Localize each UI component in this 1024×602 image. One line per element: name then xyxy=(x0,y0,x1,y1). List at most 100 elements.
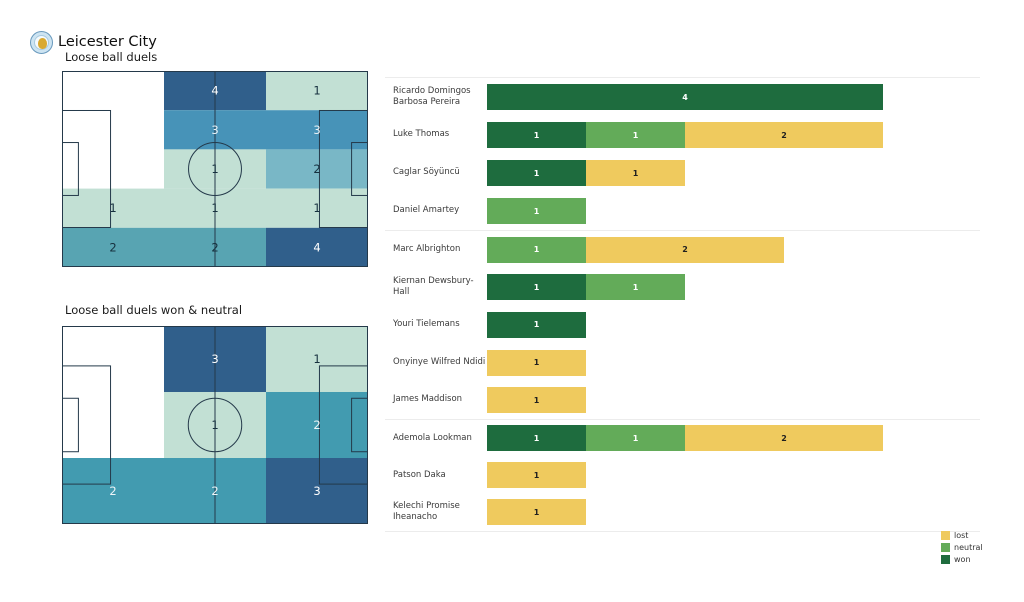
player-row: Ademola Lookman 1 1 2 xyxy=(385,420,980,457)
pitch-heatmap-won-neutral: 3 1 1 2 2 2 3 xyxy=(62,326,368,524)
player-bar: 1 1 2 xyxy=(487,122,883,148)
segment-value: 1 xyxy=(533,168,540,178)
player-row: Ricardo Domingos Barbosa Pereira 4 xyxy=(385,78,980,116)
bar-segment-lost: 1 xyxy=(586,160,685,186)
legend-item-won: won xyxy=(941,555,983,564)
segment-value: 1 xyxy=(533,433,540,443)
pitch-marking xyxy=(62,397,79,453)
segment-value: 1 xyxy=(533,358,540,368)
zone-count: 1 xyxy=(211,418,218,432)
player-bar: 1 xyxy=(487,462,586,489)
player-name: Kelechi Promise Iheanacho xyxy=(393,501,460,523)
bar-segment-neutral: 1 xyxy=(586,425,685,452)
heat-zone xyxy=(266,149,368,189)
player-row: Kiernan Dewsbury-Hall 1 1 xyxy=(385,269,980,307)
legend-label: won xyxy=(954,554,971,564)
legend-label: neutral xyxy=(954,542,983,552)
player-row: Onyinye Wilfred Ndidi 1 xyxy=(385,344,980,382)
player-name: Daniel Amartey xyxy=(393,205,460,216)
player-name: Marc Albrighton xyxy=(393,244,461,255)
legend-swatch-lost xyxy=(941,531,950,540)
heat-zone xyxy=(62,227,164,267)
player-group: Marc Albrighton 1 2 Kiernan Dewsbury-Hall 1 1… xyxy=(385,230,980,419)
bar-segment-lost: 1 xyxy=(487,499,586,526)
zone-count: 2 xyxy=(109,484,116,498)
heat-zone xyxy=(266,227,368,267)
pitch-marking xyxy=(351,397,368,453)
player-bar: 1 xyxy=(487,499,586,526)
zone-count: 2 xyxy=(313,418,320,432)
segment-value: 2 xyxy=(781,130,787,140)
zone-count: 2 xyxy=(211,484,218,498)
bar-segment-neutral: 1 xyxy=(487,236,586,263)
pitch-marking xyxy=(187,397,243,453)
bar-segment-lost: 2 xyxy=(685,122,883,148)
bar-segment-lost: 1 xyxy=(487,387,586,414)
bar-segment-neutral: 1 xyxy=(586,274,685,301)
heat-zone xyxy=(266,326,368,392)
bar-segment-won: 1 xyxy=(487,425,586,452)
player-bar: 4 xyxy=(487,84,883,110)
team-title: Leicester City xyxy=(58,34,157,50)
segment-value: 1 xyxy=(533,507,540,517)
segment-value: 2 xyxy=(682,245,688,255)
player-name: Caglar Söyüncü xyxy=(393,167,460,178)
player-row: Daniel Amartey 1 xyxy=(385,192,980,230)
segment-value: 2 xyxy=(781,433,787,443)
zone-count: 1 xyxy=(211,162,218,176)
bar-segment-neutral: 1 xyxy=(586,122,685,148)
zone-count: 4 xyxy=(211,84,218,98)
legend-item-neutral: neutral xyxy=(941,543,983,552)
player-name: Ricardo Domingos Barbosa Pereira xyxy=(393,85,471,107)
heat-zone xyxy=(266,71,368,111)
bar-segment-lost: 1 xyxy=(487,349,586,376)
pitch-marking xyxy=(188,142,242,196)
bar-segment-won: 1 xyxy=(487,122,586,148)
bar-segment-lost: 2 xyxy=(586,236,784,263)
player-bar: 1 1 2 xyxy=(487,425,883,452)
zone-count: 1 xyxy=(313,352,320,366)
pitch-map-duels-title: Loose ball duels xyxy=(65,50,158,64)
zone-count: 4 xyxy=(313,240,320,254)
heat-zone xyxy=(266,458,368,524)
pitch-marking xyxy=(351,142,368,196)
segment-value: 1 xyxy=(533,130,540,140)
zone-count: 1 xyxy=(313,84,320,98)
bar-segment-won: 4 xyxy=(487,84,883,110)
heat-zone xyxy=(62,458,164,524)
zone-count: 3 xyxy=(313,484,320,498)
zone-count: 1 xyxy=(211,201,218,215)
legend-swatch-neutral xyxy=(941,543,950,552)
pitch-heatmap-duels: 4 1 3 3 1 2 1 1 1 2 2 4 xyxy=(62,71,368,267)
fox-head-icon xyxy=(38,38,47,49)
player-bar: 1 xyxy=(487,311,586,338)
heat-zone xyxy=(266,110,368,150)
legend-swatch-won xyxy=(941,555,950,564)
player-name: Luke Thomas xyxy=(393,129,450,140)
segment-value: 4 xyxy=(682,92,688,102)
zone-count: 3 xyxy=(313,123,320,137)
heat-zone xyxy=(62,188,164,228)
zone-count: 3 xyxy=(211,352,218,366)
player-bar: 1 xyxy=(487,387,586,414)
segment-value: 1 xyxy=(533,282,540,292)
player-name: James Maddison xyxy=(393,394,463,405)
legend-label: lost xyxy=(954,530,969,540)
zone-count: 1 xyxy=(313,201,320,215)
player-name: Patson Daka xyxy=(393,469,446,480)
segment-value: 1 xyxy=(632,130,639,140)
segment-value: 1 xyxy=(533,245,540,255)
team-badge-icon xyxy=(30,31,53,54)
player-duels-bar-chart: Ricardo Domingos Barbosa Pereira 4 Luke Tho… xyxy=(385,77,980,532)
player-row: James Maddison 1 xyxy=(385,381,980,419)
segment-value: 1 xyxy=(533,395,540,405)
player-row: Marc Albrighton 1 2 xyxy=(385,231,980,269)
segment-value: 1 xyxy=(533,470,540,480)
bar-segment-won: 1 xyxy=(487,274,586,301)
player-bar: 1 xyxy=(487,349,586,376)
heat-zone xyxy=(266,188,368,228)
player-row: Kelechi Promise Iheanacho 1 xyxy=(385,494,980,531)
segment-value: 1 xyxy=(533,206,540,216)
